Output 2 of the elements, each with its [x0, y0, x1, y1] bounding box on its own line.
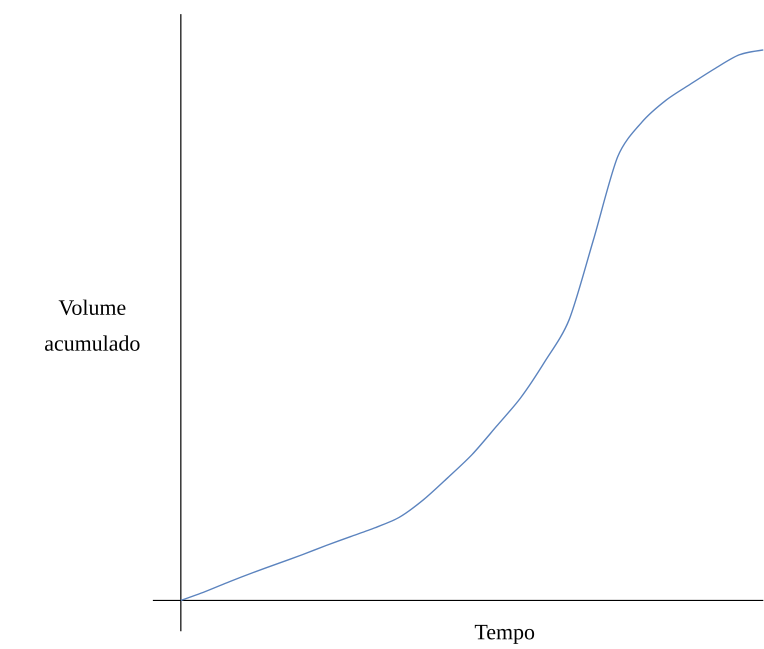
x-axis-title: Tempo: [474, 624, 534, 644]
y-axis-title: Volume acumulado: [45, 299, 140, 351]
